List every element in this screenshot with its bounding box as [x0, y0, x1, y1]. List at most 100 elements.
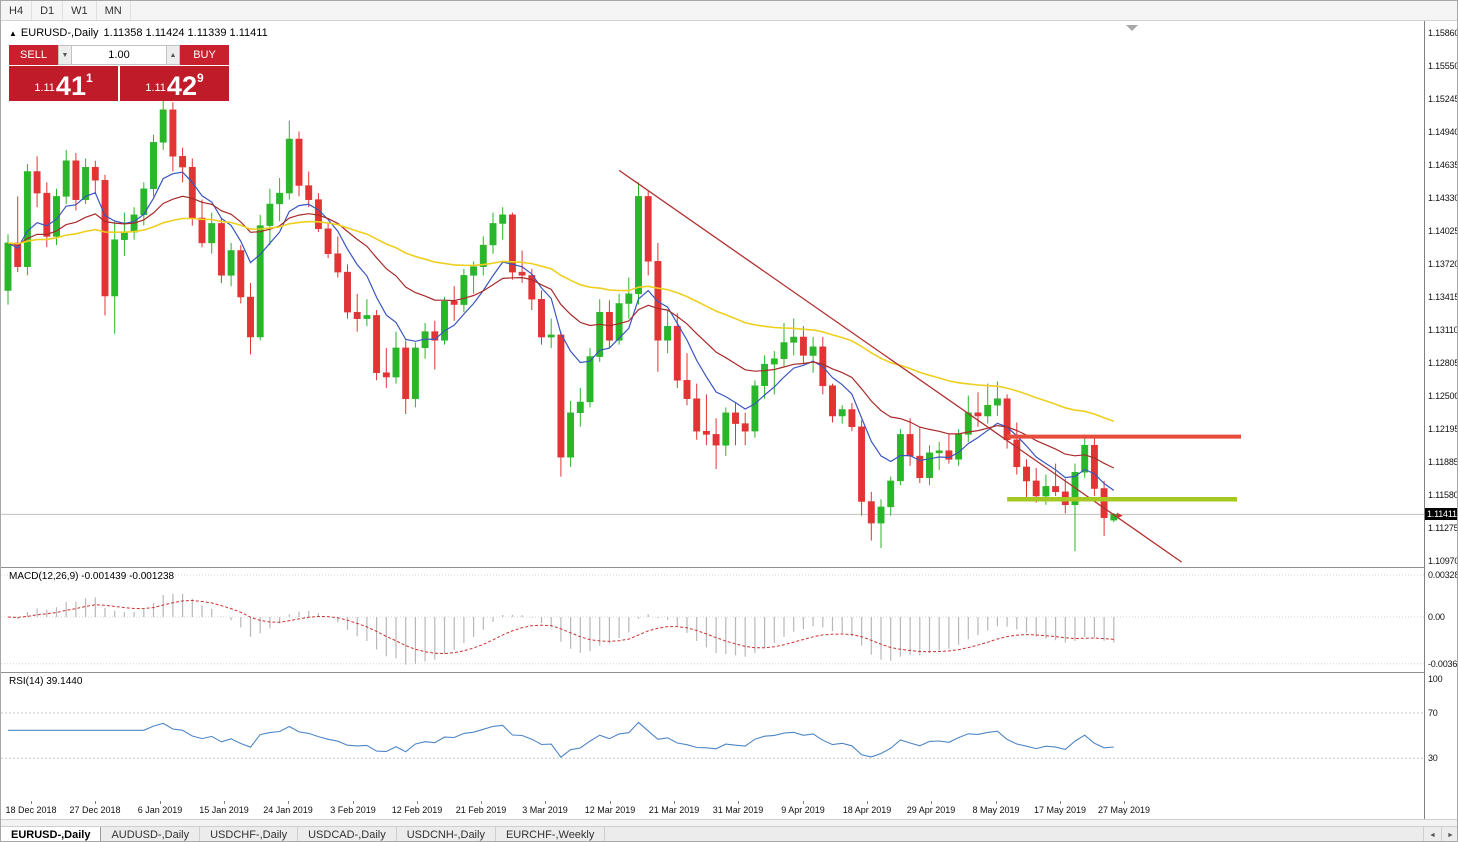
date-label: 29 Apr 2019 [906, 805, 956, 815]
date-tick [610, 801, 611, 804]
tab-scroll-left-button[interactable]: ◄ [1423, 827, 1441, 841]
buy-price-prefix: 1.11 [145, 82, 166, 94]
macd-canvas[interactable] [1, 568, 1424, 672]
date-tick [1124, 801, 1125, 804]
date-tick [545, 801, 546, 804]
chart-tab-eurusd-daily[interactable]: EURUSD-,Daily [1, 827, 102, 841]
date-label: 3 Mar 2019 [522, 805, 568, 815]
price-axis-label: 1.15860 [1428, 28, 1458, 38]
timeframe-button-d1[interactable]: D1 [32, 1, 64, 20]
chart-tabs: EURUSD-,Daily AUDUSD-,Daily USDCHF-,Daily U… [1, 827, 606, 841]
date-tick [867, 801, 868, 804]
tab-scroll-right-button[interactable]: ► [1441, 827, 1457, 841]
date-axis[interactable]: 18 Dec 2018 27 Dec 2018 6 Jan 2019 15 Jan 2… [1, 801, 1424, 819]
sell-button[interactable]: SELL [9, 45, 58, 65]
macd-signal-line [7, 599, 1114, 655]
volume-increase-button[interactable]: ▲ [166, 45, 180, 65]
date-tick [931, 801, 932, 804]
chart-tab-usdcnh-daily[interactable]: USDCNH-,Daily [396, 827, 496, 841]
date-label: 31 Mar 2019 [712, 805, 764, 815]
current-price-badge: 1.11411 [1425, 508, 1457, 520]
date-tick [417, 801, 418, 804]
macd-axis-label: 0.00328 [1428, 570, 1458, 580]
date-tick [160, 801, 161, 804]
panel-separator [1, 567, 1457, 568]
date-label: 3 Feb 2019 [330, 805, 376, 815]
price-axis-label: 1.14025 [1428, 226, 1458, 236]
price-axis-label: 1.14330 [1428, 193, 1458, 203]
date-tick [353, 801, 354, 804]
chart-symbol-period: EURUSD-,Daily [20, 27, 99, 39]
date-label: 9 Apr 2019 [781, 805, 825, 815]
date-label: 21 Feb 2019 [455, 805, 507, 815]
date-tick [224, 801, 225, 804]
sell-marker [1116, 512, 1123, 519]
date-tick [738, 801, 739, 804]
trendline[interactable] [618, 169, 1183, 563]
date-label: 21 Mar 2019 [648, 805, 700, 815]
rsi-axis-label: 100 [1428, 674, 1443, 684]
timeframe-button-w1[interactable]: W1 [63, 1, 97, 20]
macd-axis-label: -0.00365 [1428, 659, 1458, 669]
date-label: 12 Feb 2019 [391, 805, 443, 815]
horizontal-scrollbar[interactable] [1, 819, 1457, 827]
price-axis-label: 1.11885 [1428, 457, 1458, 467]
price-axis-label: 1.11275 [1428, 523, 1458, 533]
moving-average-line [7, 171, 1115, 491]
volume-decrease-button[interactable]: ▼ [58, 45, 72, 65]
moving-average-line [7, 217, 1115, 422]
price-axis-label: 1.15245 [1428, 94, 1458, 104]
date-tick [1060, 801, 1061, 804]
date-tick [674, 801, 675, 804]
date-label: 27 Dec 2018 [69, 805, 121, 815]
price-axis[interactable]: 1.11411 1.15860 1.15550 1.15245 1.14940 1.14… [1424, 21, 1458, 819]
chart-ohlc-readout: 1.11358 1.11424 1.11339 1.11411 [103, 27, 268, 39]
buy-button[interactable]: BUY [180, 45, 229, 65]
price-axis-label: 1.12195 [1428, 424, 1458, 434]
date-label: 17 May 2019 [1033, 805, 1087, 815]
sell-price-big: 41 [55, 71, 86, 101]
price-chart-canvas[interactable] [1, 21, 1424, 567]
tab-scroll-buttons: ◄ ► [1423, 827, 1457, 841]
date-tick [481, 801, 482, 804]
date-label: 18 Apr 2019 [842, 805, 892, 815]
price-axis-label: 1.12500 [1428, 391, 1458, 401]
timeframe-toolbar: H4 D1 W1 MN [1, 1, 1457, 21]
sell-price-box[interactable]: 1.11 41 1 [9, 66, 118, 101]
panel-separator [1, 672, 1457, 673]
date-label: 6 Jan 2019 [137, 805, 183, 815]
price-axis-label: 1.11580 [1428, 490, 1458, 500]
sell-price-sup: 1 [85, 71, 93, 85]
buy-price-box[interactable]: 1.11 42 9 [120, 66, 229, 101]
chart-tab-eurchf-weekly[interactable]: EURCHF-,Weekly [495, 827, 606, 841]
chart-tab-usdchf-daily[interactable]: USDCHF-,Daily [200, 827, 299, 841]
date-label: 15 Jan 2019 [199, 805, 249, 815]
date-tick [31, 801, 32, 804]
timeframe-button-mn[interactable]: MN [97, 1, 131, 20]
volume-input[interactable] [72, 45, 166, 65]
date-tick [288, 801, 289, 804]
timeframe-button-h4[interactable]: H4 [1, 1, 33, 20]
price-axis-label: 1.12805 [1428, 358, 1458, 368]
rsi-canvas[interactable] [1, 673, 1424, 801]
buy-price-sup: 9 [196, 71, 204, 85]
chart-header: ▲ EURUSD-,Daily 1.11358 1.11424 1.11339 1.… [9, 27, 268, 39]
price-axis-label: 1.14635 [1428, 160, 1458, 170]
macd-indicator-label: MACD(12,26,9) -0.001439 -0.001238 [9, 571, 175, 582]
one-click-trading-panel: SELL ▼ ▲ BUY 1.11 41 1 1.11 42 9 [9, 45, 229, 101]
date-label: 12 Mar 2019 [584, 805, 636, 815]
rsi-axis-label: 70 [1428, 708, 1438, 718]
moving-average-line [7, 195, 1115, 469]
date-tick [803, 801, 804, 804]
date-tick [95, 801, 96, 804]
chart-tab-audusd-daily[interactable]: AUDUSD-,Daily [101, 827, 201, 841]
buy-price-big: 42 [166, 71, 197, 101]
volume-up-icon: ▲ [169, 51, 177, 59]
rsi-line [8, 721, 1114, 758]
chart-window-icon: ▲ [9, 29, 17, 38]
price-axis-label: 1.14940 [1428, 127, 1458, 137]
macd-axis-label: 0.00 [1428, 612, 1445, 622]
volume-down-icon: ▼ [61, 51, 69, 59]
chart-tab-usdcad-daily[interactable]: USDCAD-,Daily [298, 827, 397, 841]
